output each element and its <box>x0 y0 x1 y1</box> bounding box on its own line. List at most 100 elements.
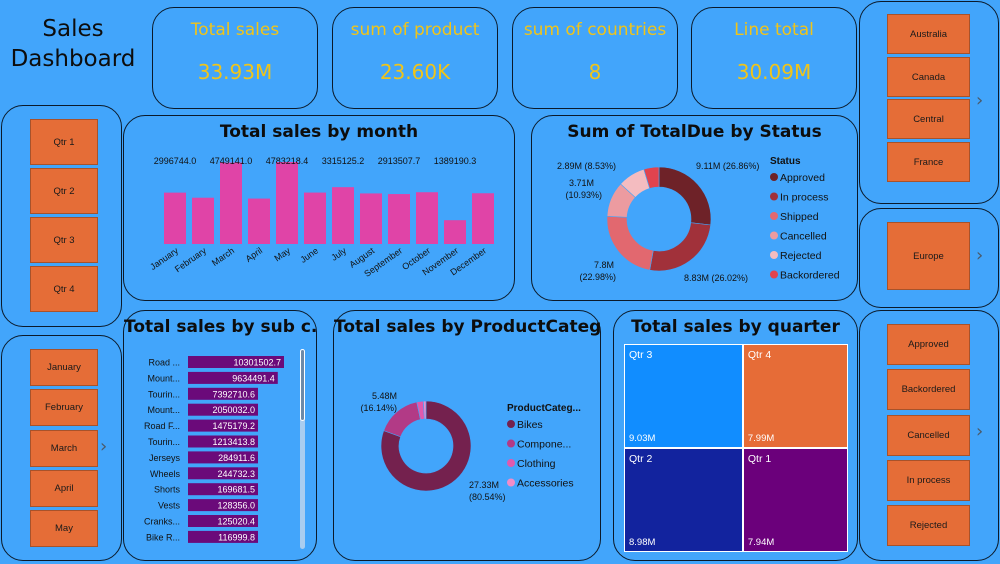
bar-september <box>388 194 410 244</box>
x-tick-label: March <box>210 245 236 268</box>
month-slicer: January February March April May › <box>1 335 122 561</box>
chevron-right-icon[interactable]: › <box>976 90 984 111</box>
chevron-right-icon[interactable]: › <box>100 436 108 457</box>
chart-title: Sum of TotalDue by Status <box>567 122 822 142</box>
treemap-label: Qtr 2 <box>629 453 653 466</box>
legend-marker <box>770 192 778 201</box>
treemap-cell-qtr2[interactable]: Qtr 2 8.98M <box>624 448 743 552</box>
bar <box>188 530 258 543</box>
bar <box>188 515 258 527</box>
kpi-value: 33.93M <box>197 60 273 84</box>
bar-december <box>472 193 494 244</box>
slicer-button-qtr4[interactable]: Qtr 4 <box>30 266 98 312</box>
data-label: 9.11M (26.86%) <box>696 161 759 171</box>
y-tick-label: Bike R... <box>146 532 180 542</box>
kpi-value: 30.09M <box>736 60 812 84</box>
x-tick-label: May <box>272 245 292 263</box>
legend-item: Accessories <box>517 478 574 490</box>
slice-bikes <box>380 400 472 492</box>
kpi-label: Total sales <box>190 20 280 40</box>
status-slicer: Approved Backordered Cancelled In proces… <box>859 310 999 561</box>
slicer-button-qtr3[interactable]: Qtr 3 <box>30 217 98 263</box>
legend-item: Rejected <box>780 250 822 262</box>
legend-item: Shipped <box>780 211 819 223</box>
scrollbar-thumb[interactable] <box>300 349 305 421</box>
bar <box>188 499 258 512</box>
treemap-value: 9.03M <box>629 433 656 445</box>
chart-sales-by-productcategory: Total sales by ProductCateg... ProductCa… <box>333 310 601 561</box>
legend-item: Approved <box>780 172 825 184</box>
slicer-button-backordered[interactable]: Backordered <box>887 369 970 410</box>
y-tick-label: Vests <box>158 501 181 511</box>
slicer-button-may[interactable]: May <box>30 510 98 547</box>
quarter-slicer: Qtr 1 Qtr 2 Qtr 3 Qtr 4 <box>1 105 122 327</box>
slicer-button-australia[interactable]: Australia <box>887 14 970 54</box>
treemap-value: 7.99M <box>747 433 775 445</box>
country-slicer: Australia Canada Central France › <box>859 1 999 204</box>
chevron-right-icon[interactable]: › <box>976 421 984 442</box>
slicer-button-canada[interactable]: Canada <box>887 57 970 97</box>
kpi-value: 8 <box>588 60 602 84</box>
legend-item: Bikes <box>517 419 543 431</box>
kpi-card-sum-of-countries: sum of countries 8 <box>512 7 678 109</box>
bar-june <box>304 192 326 244</box>
legend-marker <box>770 251 778 259</box>
treemap-label: Qtr 1 <box>747 453 772 466</box>
data-label: (22.98%) <box>579 272 616 282</box>
bar-august <box>360 193 382 244</box>
treemap-cell-qtr3[interactable]: Qtr 3 9.03M <box>624 344 743 449</box>
slicer-button-central[interactable]: Central <box>887 99 970 139</box>
data-label: 1389190.3 <box>434 156 477 166</box>
legend-marker <box>507 459 515 467</box>
slicer-button-march[interactable]: March <box>30 430 98 467</box>
chart-title: Total sales by month <box>219 122 419 142</box>
slicer-button-qtr1[interactable]: Qtr 1 <box>30 119 98 165</box>
data-label: 5.48M <box>372 391 397 401</box>
slicer-button-in-process[interactable]: In process <box>887 460 970 501</box>
slicer-button-april[interactable]: April <box>30 470 98 507</box>
kpi-card-total-sales: Total sales 33.93M <box>152 7 318 109</box>
legend-marker <box>770 270 778 279</box>
slicer-button-rejected[interactable]: Rejected <box>887 505 970 546</box>
chevron-right-icon[interactable]: › <box>976 245 984 266</box>
slicer-button-approved[interactable]: Approved <box>887 324 970 365</box>
data-label: (80.54%) <box>469 492 506 502</box>
slicer-button-europe[interactable]: Europe <box>887 222 970 290</box>
slicer-button-february[interactable]: February <box>30 389 98 426</box>
scrollbar-track[interactable] <box>300 349 305 549</box>
data-label: 1475179.2 <box>212 421 255 431</box>
bar <box>188 467 258 480</box>
slicer-button-france[interactable]: France <box>887 142 970 182</box>
data-label: 244732.3 <box>217 469 255 479</box>
data-label: 7392710.6 <box>212 389 255 399</box>
treemap-cell-qtr1[interactable]: Qtr 1 7.94M <box>742 448 848 552</box>
group-slicer: Europe › <box>859 208 999 308</box>
legend-item: Cancelled <box>780 231 827 243</box>
bar-march <box>220 162 242 244</box>
y-tick-label: Road ... <box>148 358 180 368</box>
data-label: 4783218.4 <box>266 156 309 166</box>
bar <box>188 371 278 384</box>
y-tick-label: Cranks... <box>144 517 180 527</box>
data-label: 9634491.4 <box>232 373 275 383</box>
legend-title: Status <box>770 156 801 167</box>
legend-marker <box>507 439 515 448</box>
slicer-button-cancelled[interactable]: Cancelled <box>887 415 970 456</box>
x-tick-label: February <box>173 245 209 274</box>
chart-title: Total sales by quarter <box>631 317 840 337</box>
legend-item: In process <box>780 192 828 204</box>
data-label: (16.14%) <box>360 403 397 413</box>
data-label: 7.8M <box>594 260 614 270</box>
kpi-label: sum of product <box>350 20 480 40</box>
legend-item: Clothing <box>517 458 556 470</box>
bar <box>188 387 258 400</box>
data-label: 27.33M <box>469 480 499 490</box>
data-label: 3315125.2 <box>322 156 365 166</box>
slice-approved <box>658 166 712 226</box>
x-tick-label: July <box>329 245 348 263</box>
treemap-cell-qtr4[interactable]: Qtr 4 7.99M <box>742 344 848 449</box>
slicer-button-qtr2[interactable]: Qtr 2 <box>30 168 98 214</box>
slicer-button-january[interactable]: January <box>30 349 98 386</box>
treemap-value: 7.94M <box>747 536 775 548</box>
legend-marker <box>770 173 778 181</box>
